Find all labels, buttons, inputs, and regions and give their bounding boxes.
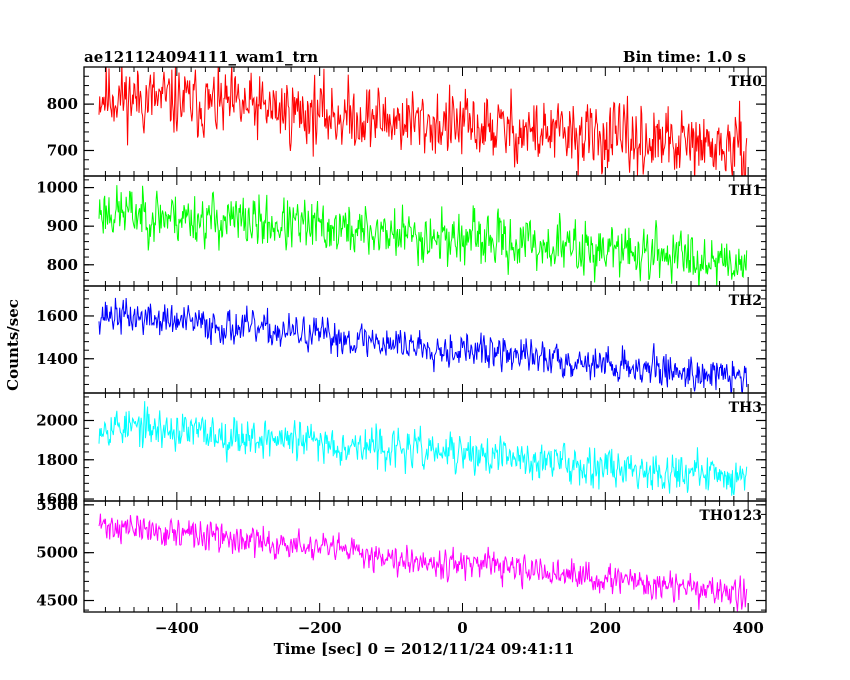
x-tick-label: −200 — [298, 619, 342, 637]
panel-th0: 700 800 TH0 — [47, 66, 767, 177]
panel-frame — [83, 66, 767, 177]
panel-th0123: 4500 5000 5500 TH0123 — [36, 496, 767, 613]
y-tick-label: 1000 — [36, 179, 78, 197]
y-tick-label: 900 — [47, 217, 78, 235]
bin-time-label: Bin time: 1.0 s — [623, 48, 746, 66]
y-tick-label: 1800 — [36, 451, 78, 469]
series-line-th0 — [98, 67, 748, 176]
panel-label-th3: TH3 — [729, 400, 762, 416]
x-tick-label: 200 — [590, 619, 621, 637]
panel-th1: 800 900 1000 TH1 — [36, 175, 767, 287]
panel-th2: 1400 1600 TH2 — [36, 285, 767, 394]
y-tick-label: 2000 — [36, 411, 78, 429]
panel-label-th0123: TH0123 — [699, 508, 762, 524]
panel-frame — [83, 285, 767, 394]
panel-label-th1: TH1 — [729, 183, 762, 199]
series-line-th1 — [98, 185, 748, 286]
panel-label-th2: TH2 — [729, 293, 762, 309]
series-line-th3 — [98, 401, 748, 496]
series-line-th2 — [98, 297, 748, 393]
chart-title: ae121124094111_wam1_trn — [84, 48, 318, 66]
series-line-th0123 — [98, 513, 748, 612]
y-tick-label: 5000 — [36, 544, 78, 562]
y-tick-label: 800 — [47, 95, 78, 113]
y-tick-label: 800 — [47, 256, 78, 274]
x-axis-label: Time [sec] 0 = 2012/11/24 09:41:11 — [274, 640, 575, 658]
panel-frame — [83, 500, 767, 613]
x-tick-label: −400 — [155, 619, 199, 637]
y-tick-label: 1600 — [36, 307, 78, 325]
y-tick-label: 1600 — [36, 490, 78, 508]
x-axis: −400 −200 0 200 400 — [155, 619, 764, 637]
y-tick-label: 4500 — [36, 592, 78, 610]
panel-label-th0: TH0 — [729, 74, 763, 90]
panels-group: 700 800 TH0 800 900 1000 TH1 1400 1600 TH2 1600 180… — [36, 66, 767, 613]
y-tick-label: 700 — [47, 141, 78, 159]
y-axis-label: Counts/sec — [4, 299, 22, 391]
panel-th3: 1600 1800 2000 TH3 — [36, 392, 767, 508]
x-tick-label: 0 — [457, 619, 467, 637]
x-tick-label: 400 — [732, 619, 763, 637]
y-tick-label: 5500 — [36, 496, 78, 514]
y-tick-label: 1400 — [36, 350, 78, 368]
